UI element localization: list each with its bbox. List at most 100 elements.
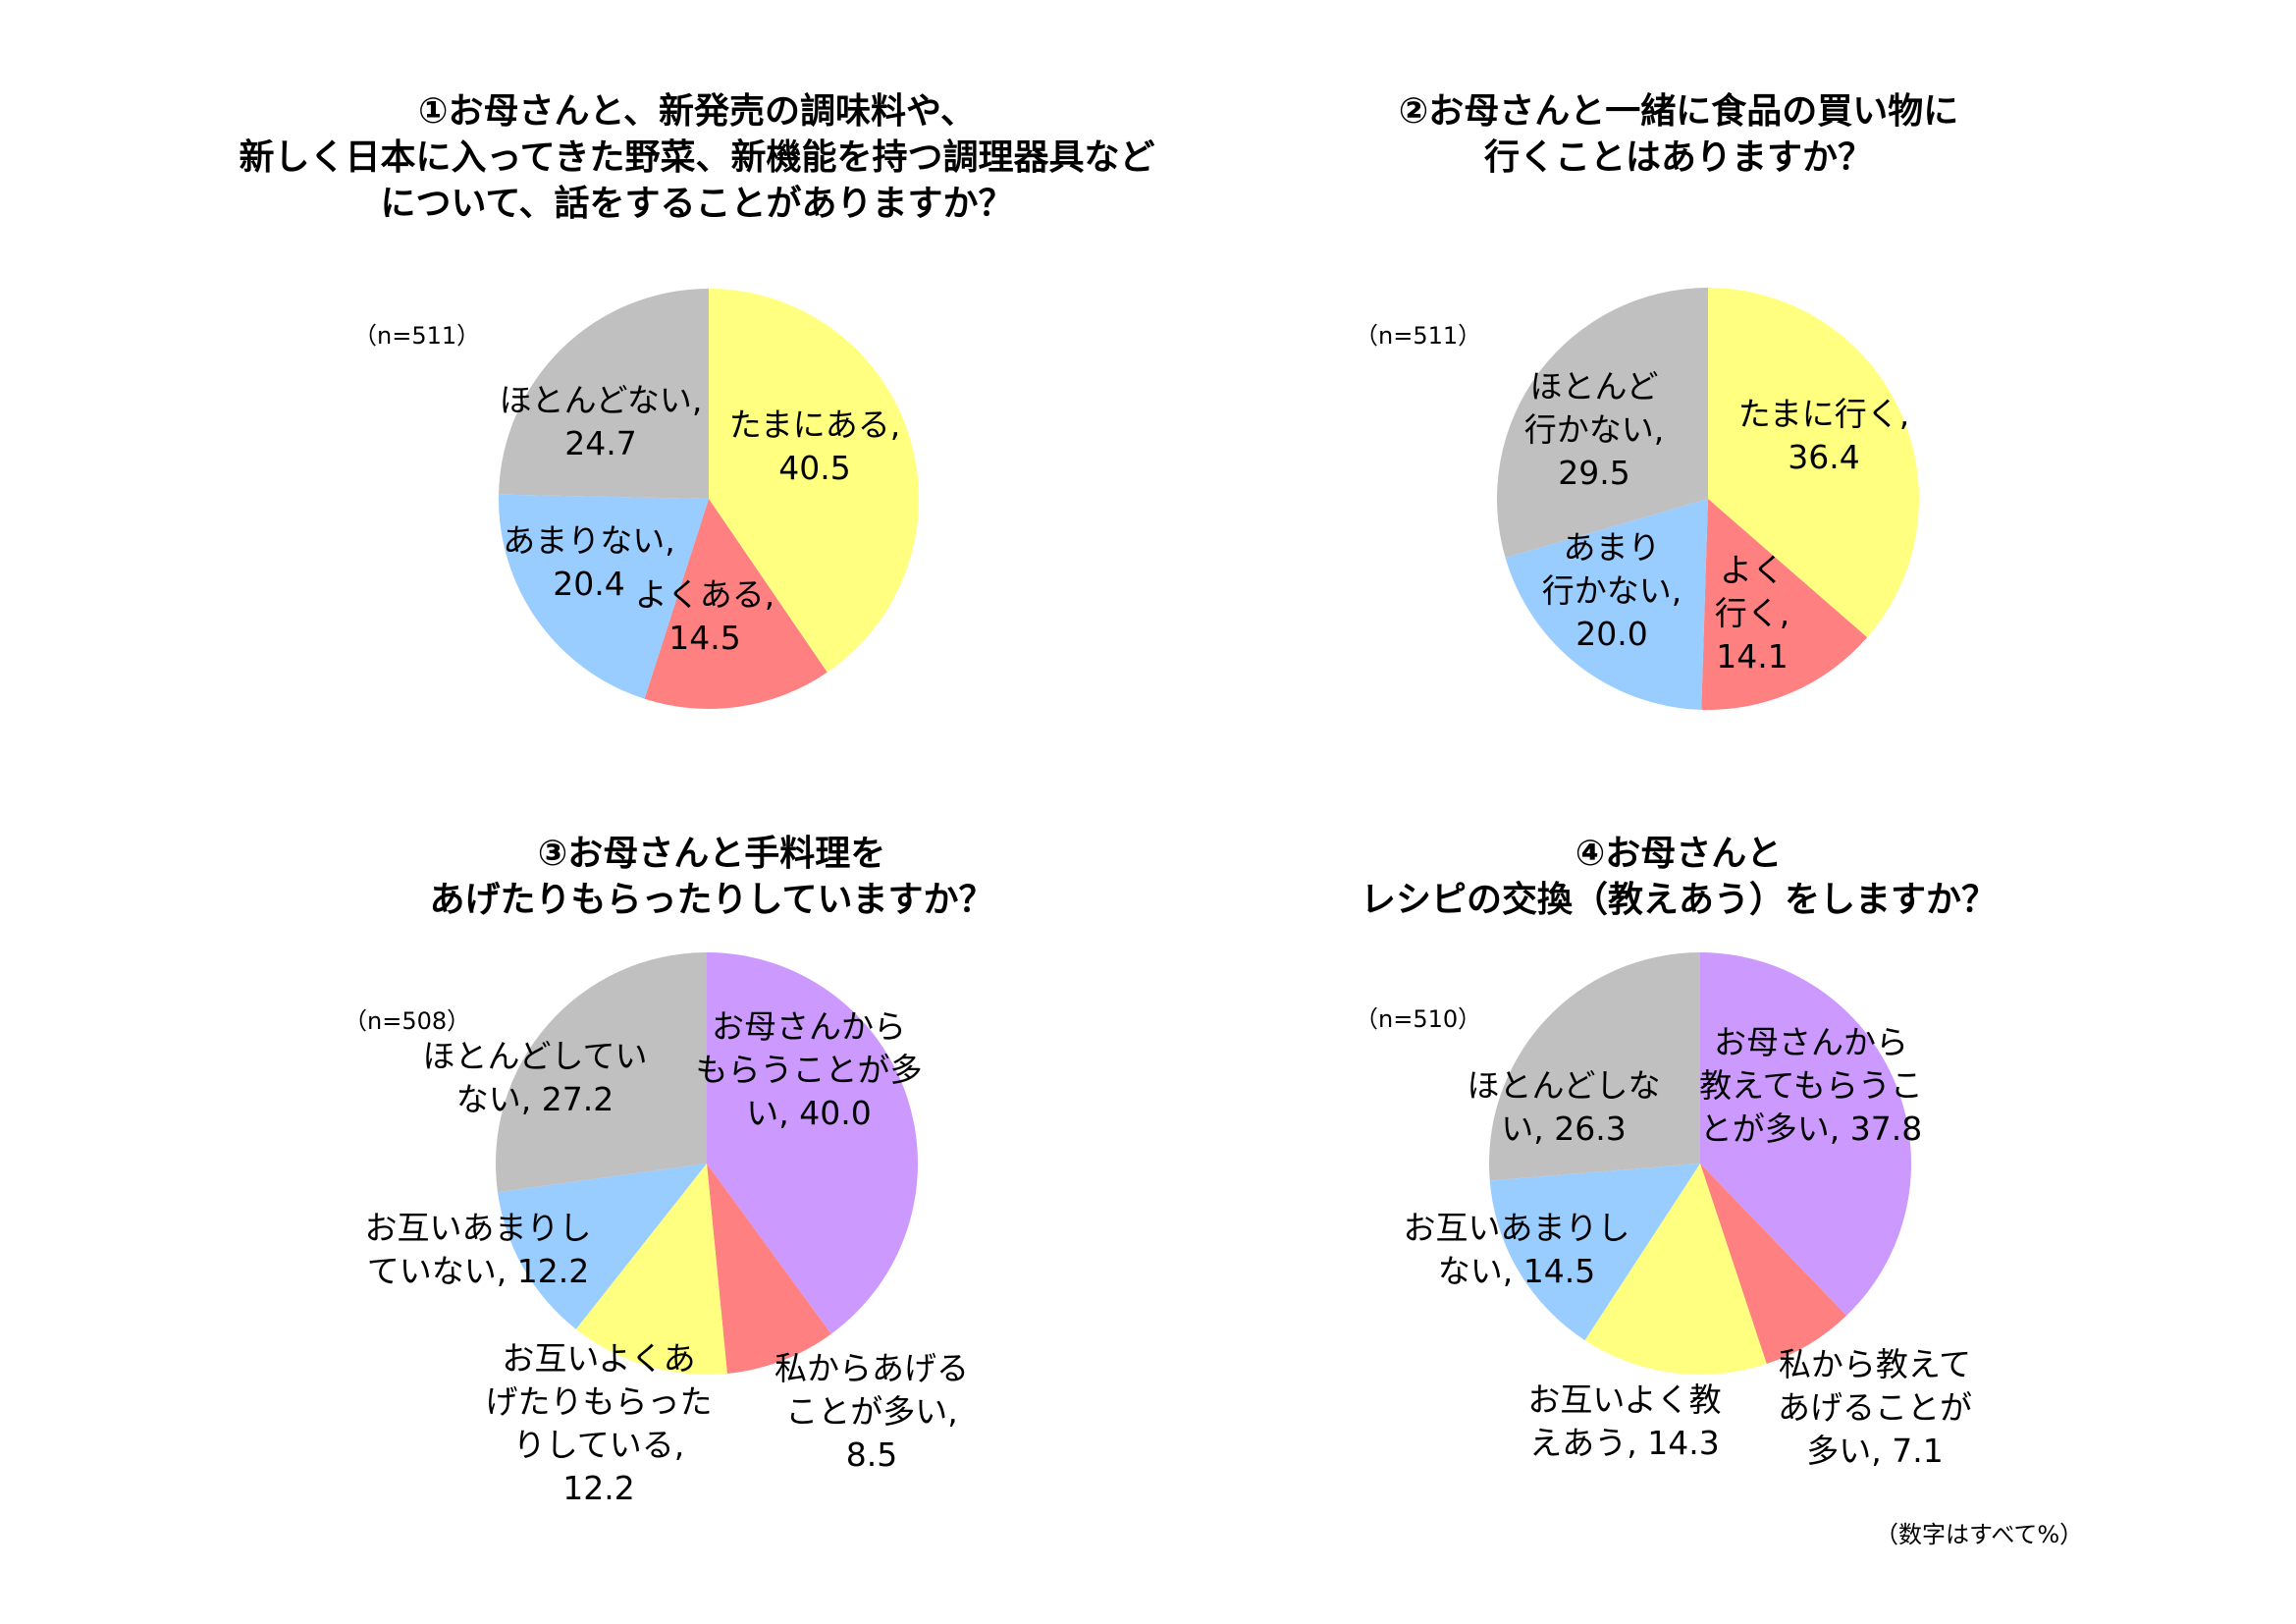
pie-slice-label-line: 24.7 (564, 424, 636, 462)
pie-slice-label-line: 私からあげる (774, 1349, 969, 1387)
pie-slice-label-line: ない, 27.2 (456, 1080, 614, 1118)
pie-slice-label-line: ことが多い, (785, 1392, 958, 1431)
pie-slice-label-line: たまに行く, (1738, 395, 1910, 433)
pie-slice-label-line: 40.5 (778, 449, 850, 487)
pie-slice-label: お互いよく教えあう, 14.3 (1527, 1380, 1721, 1462)
pie-slice-label: お母さんからもらうことが多い, 40.0 (696, 1007, 923, 1132)
chart-2-title: ②お母さんと一緒に食品の買い物に 行くことはありますか？ (1188, 88, 2169, 181)
pie-slice-label-line: 14.1 (1716, 637, 1788, 676)
pie-slice-label-line: お互いよくあ (502, 1339, 695, 1378)
pie-slice (499, 289, 709, 499)
pie-slice (1584, 1164, 1767, 1375)
pie-slice (1701, 499, 1868, 710)
pie-slice-label-line: 8.5 (846, 1435, 897, 1474)
pie-slice-label-line: とが多い, 37.8 (1700, 1110, 1922, 1148)
pie-slice-label-line: い, 40.0 (746, 1094, 871, 1132)
pie-slice-label-line: もらうことが多 (696, 1051, 923, 1089)
pie-slice-label: よくある, 14.5 (635, 575, 775, 657)
chart-3-title-line: ③お母さんと手料理を (537, 834, 886, 874)
pie-slice (1497, 288, 1709, 558)
chart-2-title-line: 行くことはありますか？ (1483, 137, 1873, 178)
pie-slice (709, 289, 919, 673)
pie-slice-label: あまり行かない, 20.0 (1542, 528, 1682, 653)
pie-slice-label-line: よく (1720, 551, 1785, 589)
pie-slice-label: ほとんどしていない, 27.2 (422, 1037, 647, 1118)
chart-4-title-line: ④お母さんと (1575, 834, 1783, 874)
pie-slice-label-line: あまり (1564, 528, 1661, 567)
chart-4-title-line: レシピの交換（教えあう）をしますか？ (1360, 880, 1997, 920)
pie-slice (1700, 1164, 1847, 1365)
pie-slice-label: お互いあまりしていない, 12.2 (365, 1209, 592, 1290)
pie-slice-label-line: 14.5 (668, 619, 740, 657)
pie-slice-label: ほとんど行かない, 29.5 (1524, 367, 1665, 492)
pie-slice-label-line: お互いあまりし (1404, 1209, 1630, 1247)
pie-slice (498, 1164, 707, 1329)
pie-slice-label-line: 29.5 (1558, 454, 1629, 492)
pie-slice-label-line: ほとんど (1529, 367, 1658, 406)
pie-slice-label-line: お互いよく教 (1527, 1380, 1721, 1419)
pie-slice-label: たまに行く, 36.4 (1738, 395, 1910, 476)
pie-slice-label-line: 20.0 (1575, 615, 1647, 653)
pie-slice-label-line: お母さんから (1714, 1023, 1908, 1061)
pie-slice-label-line: い, 26.3 (1501, 1110, 1626, 1148)
pie-slice-label: お互いよくあげたりもらったりしている, 12.2 (486, 1339, 713, 1507)
pie-slice-label-line: ほとんどしな (1467, 1066, 1660, 1105)
pie-slice (1489, 952, 1700, 1181)
pie-slice-label-line: 20.4 (553, 565, 624, 603)
chart-2-sample-size: （n=511） (1355, 322, 1482, 350)
pie-slice-label: ほとんどない, 24.7 (500, 381, 703, 462)
pie-slice-label: お互いあまりしない, 14.5 (1404, 1209, 1630, 1290)
pie-slice-label: 私からあげることが多い, 8.5 (774, 1349, 969, 1474)
pie-slice (1708, 288, 1919, 638)
pie-slice-label-line: えあう, 14.3 (1529, 1424, 1719, 1462)
pie-slice-label-line: 多い, 7.1 (1806, 1432, 1943, 1470)
pie-slice-label: ほとんどしない, 26.3 (1467, 1066, 1660, 1148)
pie-slice-label-line: 教えてもらうこ (1699, 1066, 1923, 1105)
pie-slice-label-line: 私から教えて (1779, 1345, 1971, 1383)
pie-slice-label: お母さんから教えてもらうことが多い, 37.8 (1699, 1023, 1923, 1148)
pie-slice-label-line: ほとんどない, (500, 381, 703, 419)
pie-slice-label-line: あげることが (1778, 1388, 1972, 1427)
pie-slice-label-line: お互いあまりし (365, 1209, 592, 1247)
pie-slice (1700, 952, 1912, 1316)
chart-4-sample-size: （n=510） (1355, 1005, 1482, 1033)
chart-1-title-line: 新しく日本に入ってきた野菜、新機能を持つ調理器具など (239, 137, 1155, 178)
pie-slice (499, 494, 709, 699)
chart-1-title-line: について、話をすることがありますか？ (380, 184, 1014, 224)
pie-slice-label-line: げたりもらった (486, 1382, 713, 1421)
pie-slice (495, 952, 707, 1193)
chart-1-title-line: ①お母さんと、新発売の調味料や、 (418, 91, 976, 132)
pie-slice-label-line: 行かない, (1524, 410, 1665, 449)
pie-slice-label-line: 行かない, (1542, 571, 1682, 610)
pie-slice (575, 1164, 727, 1375)
pie-slice-label-line: ていない, 12.2 (367, 1252, 589, 1290)
pie-slice-label-line: お母さんから (712, 1007, 906, 1046)
pie-slice (707, 1164, 831, 1374)
pie-slice (707, 952, 918, 1334)
pie-slice-label-line: 行く, (1715, 594, 1790, 632)
pie-slice-label-line: あまりない, (503, 521, 675, 560)
pie-slice-label-line: 12.2 (562, 1469, 634, 1507)
pie-slice-label-line: ない, 14.5 (1438, 1252, 1595, 1290)
chart-1-sample-size: （n=511） (353, 322, 481, 350)
pie-slice (1489, 1164, 1700, 1341)
pie-slice-label: 私から教えてあげることが多い, 7.1 (1778, 1345, 1972, 1470)
chart-3-sample-size: （n=508） (344, 1007, 471, 1035)
pie-slice (1505, 499, 1708, 710)
pie-slice-label-line: 36.4 (1788, 438, 1859, 476)
pie-slice-label-line: りしている, (513, 1426, 685, 1464)
pie-slice-label-line: ほとんどしてい (422, 1037, 647, 1075)
pie-slice-label: たまにある, 40.5 (729, 406, 901, 487)
pie-slice-label-line: よくある, (635, 575, 775, 614)
chart-1-title: ①お母さんと、新発売の調味料や、 新しく日本に入ってきた野菜、新機能を持つ調理器… (177, 88, 1217, 227)
chart-4-title: ④お母さんと レシピの交換（教えあう）をしますか？ (1158, 831, 2199, 923)
pie-slice-label-line: たまにある, (729, 406, 901, 444)
pie-slice-label: よく行く, 14.1 (1715, 551, 1790, 676)
chart-3-title-line: あげたりもらったりしていますか？ (429, 880, 994, 920)
chart-2-title-line: ②お母さんと一緒に食品の買い物に (1398, 91, 1959, 132)
chart-3-title: ③お母さんと手料理を あげたりもらったりしていますか？ (196, 831, 1227, 923)
